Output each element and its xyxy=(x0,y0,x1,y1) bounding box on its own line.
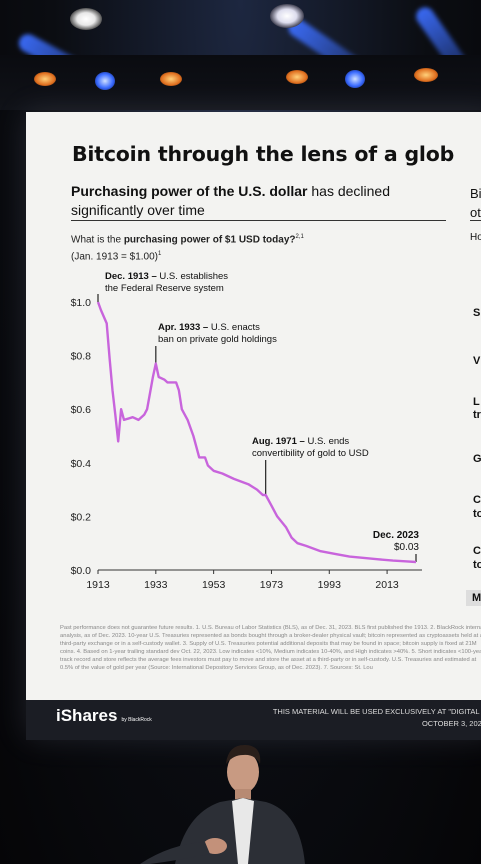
annotation-2023-title: Dec. 2023 xyxy=(373,530,420,541)
y-tick-label: $0.2 xyxy=(71,511,92,523)
annotation-1933-line2: ban on private gold holdings xyxy=(158,334,277,345)
annotation-1971-title: Aug. 1971 – xyxy=(252,436,307,447)
right-panel-fragment: Ho xyxy=(470,232,481,243)
subtitle-underline xyxy=(71,220,446,221)
right-panel-fragment: M xyxy=(466,590,481,606)
y-tick-label: $1.0 xyxy=(71,297,92,309)
right-panel-fragment: Bi xyxy=(470,186,481,201)
slide-footer: iShares by BlackRock THIS MATERIAL WILL B… xyxy=(26,700,481,740)
x-tick-label: 2013 xyxy=(375,579,399,591)
blue-light-icon xyxy=(345,70,365,88)
subtitle-rest: has declined significantly over time xyxy=(71,183,390,218)
annotation-2023: Dec. 2023 $0.03 xyxy=(373,530,420,553)
x-tick-label: 1953 xyxy=(202,579,226,591)
right-panel-underline xyxy=(470,220,481,221)
right-panel-fragment: L xyxy=(473,396,480,408)
svg-text:Dec. 1913 – U.S. establishes: Dec. 1913 – U.S. establishes xyxy=(105,271,228,282)
x-tick-label: 1993 xyxy=(318,579,342,591)
footnote-text: Past performance does not guarantee futu… xyxy=(60,625,481,671)
stage-light-icon xyxy=(414,68,438,82)
stage-light-icon xyxy=(34,72,56,86)
ishares-logo: iShares by BlackRock xyxy=(56,706,152,725)
right-panel-fragment: S xyxy=(473,307,481,319)
footer-disclaimer: THIS MATERIAL WILL BE USED EXCLUSIVELY A… xyxy=(272,707,481,728)
annotation-2023-value: $0.03 xyxy=(394,542,419,553)
speaker-arm xyxy=(140,842,210,864)
x-tick-label: 1933 xyxy=(144,579,168,591)
slide-title: Bitcoin through the lens of a glob xyxy=(72,142,455,166)
chart-question: What is the purchasing power of $1 USD t… xyxy=(71,234,304,263)
annotation-1971: Aug. 1971 – U.S. ends convertibility of … xyxy=(252,436,369,459)
x-tick-label: 1913 xyxy=(86,579,110,591)
annotation-1933-title: Apr. 1933 – xyxy=(158,322,211,333)
x-tick-label: 1973 xyxy=(260,579,284,591)
right-panel-fragment: V xyxy=(473,355,481,367)
annotation-1933: Apr. 1933 – U.S. enacts ban on private g… xyxy=(158,322,277,345)
right-panel-fragment: ot xyxy=(470,205,481,220)
blue-light-icon xyxy=(95,72,115,90)
y-axis: $0.0 $0.2 $0.4 $0.6 $0.8 $1.0 xyxy=(71,297,92,577)
annotation-1971-text: U.S. ends xyxy=(307,436,349,447)
right-panel-fragment: tr xyxy=(473,409,481,421)
stage-light-icon xyxy=(160,72,182,86)
annotation-1913-title: Dec. 1913 – xyxy=(105,271,159,282)
spotlight-icon xyxy=(70,8,102,30)
lighting-truss xyxy=(0,55,481,110)
right-panel-fragment: to xyxy=(473,559,481,571)
x-axis: 1913 1933 1953 1973 1993 2013 xyxy=(86,570,399,591)
annotation-1913: Dec. 1913 – U.S. establishes the Federal… xyxy=(105,271,228,294)
y-tick-label: $0.4 xyxy=(71,458,92,470)
purchasing-power-line xyxy=(96,301,417,564)
panel-subtitle: Purchasing power of the U.S. dollar has … xyxy=(71,182,416,220)
presentation-slide: Bitcoin through the lens of a glob Purch… xyxy=(26,112,481,737)
speaker-head xyxy=(227,751,259,793)
speaker-hand xyxy=(203,838,227,854)
stage-light-icon xyxy=(286,70,308,84)
right-panel-fragment: C xyxy=(473,545,481,557)
annotation-1913-line2: the Federal Reserve system xyxy=(105,283,224,294)
speaker xyxy=(140,744,305,864)
speaker-hair xyxy=(226,744,261,764)
y-tick-label: $0.8 xyxy=(71,351,92,363)
right-panel-fragment: G xyxy=(473,453,481,465)
annotation-1933-text: U.S. enacts xyxy=(211,322,260,333)
spotlight-icon xyxy=(270,4,304,28)
right-panel-fragment: C xyxy=(473,494,481,506)
y-tick-label: $0.0 xyxy=(71,565,92,577)
subtitle-bold: Purchasing power of the U.S. dollar xyxy=(71,183,308,199)
annotation-1913-text: U.S. establishes xyxy=(159,271,228,282)
speaker-shirt xyxy=(232,798,254,864)
svg-text:Apr. 1933 – U.S. enacts: Apr. 1933 – U.S. enacts xyxy=(158,322,260,333)
right-panel-fragment: to xyxy=(473,508,481,520)
annotation-1971-line2: convertibility of gold to USD xyxy=(252,448,369,459)
event-markers xyxy=(97,294,417,562)
svg-text:Aug. 1971 – U.S. ends: Aug. 1971 – U.S. ends xyxy=(252,436,349,447)
y-tick-label: $0.6 xyxy=(71,404,92,416)
purchasing-power-chart: $0.0 $0.2 $0.4 $0.6 $0.8 $1.0 1913 1933 1953 197… xyxy=(71,271,422,591)
